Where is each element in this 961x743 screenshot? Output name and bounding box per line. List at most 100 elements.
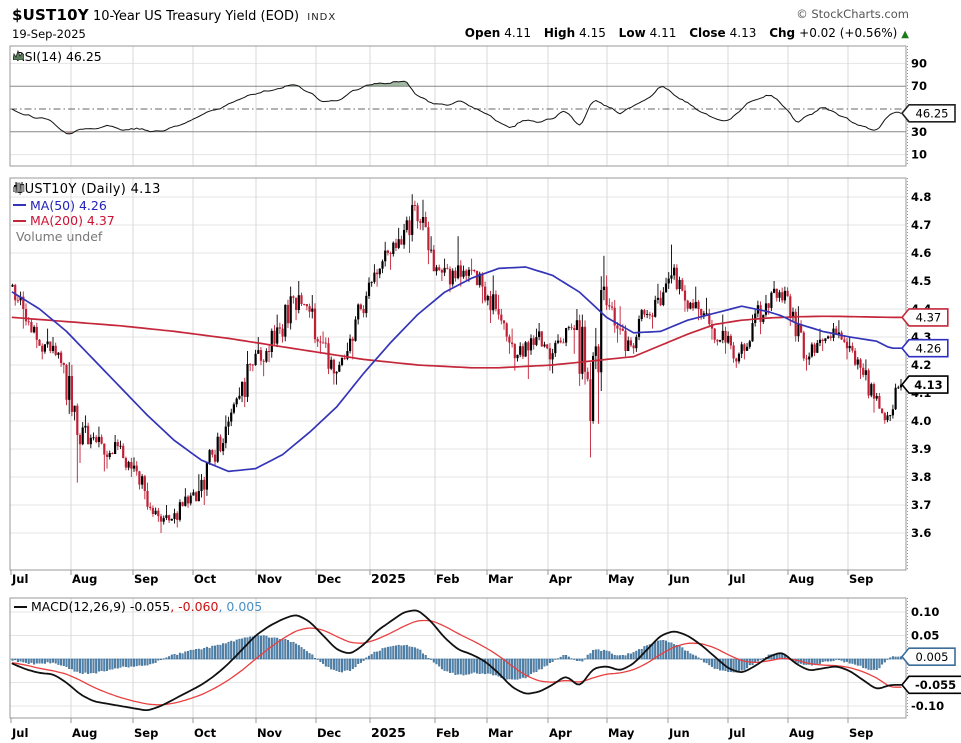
svg-text:4.13: 4.13 — [914, 378, 942, 392]
svg-text:Jul: Jul — [728, 726, 745, 740]
svg-text:Feb: Feb — [436, 726, 459, 740]
svg-text:4.7: 4.7 — [911, 218, 931, 232]
volume-legend-row: Volume undef — [13, 182, 161, 245]
high-value: 4.15 — [579, 26, 606, 40]
svg-text:Feb: Feb — [436, 572, 459, 586]
macd-line — [11, 609, 902, 711]
open-value: 4.11 — [504, 26, 531, 40]
ma50-line-swatch — [13, 204, 26, 206]
price-legend: $UST10Y (Daily) 4.13 MA(50) 4.26 MA(200)… — [13, 182, 161, 244]
copyright-label: © StockCharts.com — [796, 7, 909, 21]
svg-text:3.6: 3.6 — [911, 526, 931, 540]
ma200-legend-row: MA(200) 4.37 — [13, 213, 161, 229]
svg-text:-0.10: -0.10 — [911, 699, 944, 713]
macd-sep2: , — [218, 599, 227, 614]
svg-text:Dec: Dec — [317, 572, 341, 586]
svg-text:3.7: 3.7 — [911, 498, 931, 512]
svg-text:2025: 2025 — [371, 571, 406, 586]
macd-hist-value: 0.005 — [226, 599, 263, 614]
svg-text:May: May — [608, 726, 635, 740]
chg-value: +0.02 (+0.56%) — [799, 26, 898, 40]
svg-text:4.37: 4.37 — [916, 311, 942, 325]
ma200-line — [11, 315, 902, 369]
rsi-y-axis-labels: 90 70 30 10 — [911, 56, 927, 161]
rsi-line — [12, 80, 902, 135]
chg-label: Chg — [769, 26, 796, 40]
price-legend-symbol-row: $UST10Y (Daily) 4.13 — [13, 182, 161, 198]
high-label: High — [543, 26, 576, 40]
svg-text:Jun: Jun — [668, 726, 690, 740]
svg-text:70: 70 — [911, 79, 927, 93]
svg-text:Sep: Sep — [134, 572, 158, 586]
svg-text:Aug: Aug — [72, 726, 97, 740]
svg-text:Nov: Nov — [257, 572, 283, 586]
macd-signal-line — [11, 619, 902, 706]
low-label: Low — [618, 26, 646, 40]
close-label: Close — [689, 26, 726, 40]
svg-text:30: 30 — [911, 125, 927, 139]
svg-text:Jul: Jul — [11, 572, 28, 586]
svg-text:90: 90 — [911, 56, 927, 70]
svg-text:Aug: Aug — [72, 572, 97, 586]
svg-text:Mar: Mar — [488, 572, 513, 586]
price-y-axis-labels: 4.84.74.64.54.44.34.24.14.03.93.83.73.6 — [911, 190, 931, 540]
svg-text:3.8: 3.8 — [911, 470, 931, 484]
svg-text:-0.055: -0.055 — [915, 678, 956, 692]
rsi-callout: 46.25 — [900, 103, 956, 123]
svg-text:Sep: Sep — [134, 726, 158, 740]
svg-text:3.9: 3.9 — [911, 442, 931, 456]
ma50-line — [11, 266, 902, 473]
svg-text:Aug: Aug — [789, 726, 814, 740]
change-up-arrow-icon: ▲ — [901, 29, 909, 40]
svg-text:Aug: Aug — [789, 572, 814, 586]
svg-text:Apr: Apr — [549, 726, 572, 740]
svg-text:4.0: 4.0 — [911, 414, 931, 428]
macd-callouts: 0.005 -0.055 — [900, 647, 961, 695]
x-axis-labels-macd: Jul Aug Sep Oct Nov Dec 2025 Feb Mar Apr May Jun Jul… — [10, 718, 873, 740]
svg-text:4.26: 4.26 — [916, 341, 942, 355]
volume-legend-label: Volume undef — [16, 228, 103, 244]
rsi-panel-grid — [10, 46, 906, 166]
svg-text:May: May — [608, 572, 635, 586]
macd-signal-value: -0.060 — [178, 599, 219, 614]
x-axis-labels-main: Jul Aug Sep Oct Nov Dec 2025 Feb Mar Apr May Jun Jul… — [10, 570, 873, 586]
svg-text:46.25: 46.25 — [916, 106, 949, 120]
svg-text:0.005: 0.005 — [916, 650, 949, 664]
macd-sep1: , — [170, 599, 179, 614]
rsi-threshold-fills — [66, 81, 410, 134]
symbol-label: $UST10Y — [12, 6, 89, 24]
svg-text:0.05: 0.05 — [911, 629, 939, 643]
macd-line-swatch — [14, 605, 27, 608]
macd-legend-label: MACD(12,26,9) -0.055 — [31, 599, 171, 614]
svg-text:Sep: Sep — [849, 572, 873, 586]
svg-text:Oct: Oct — [194, 572, 217, 586]
ma50-legend-row: MA(50) 4.26 — [13, 198, 161, 214]
ma200-line-swatch — [13, 219, 26, 222]
chart-header: $UST10Y 10-Year US Treasury Yield (EOD) … — [12, 6, 336, 24]
svg-text:Nov: Nov — [257, 726, 283, 740]
chart-title: 10-Year US Treasury Yield (EOD) — [92, 9, 300, 24]
rsi-legend: RSI(14) 46.25 — [13, 49, 102, 64]
price-callouts: 4.37 4.26 4.13 — [900, 308, 949, 394]
svg-text:Oct: Oct — [194, 726, 217, 740]
svg-text:Jun: Jun — [668, 572, 690, 586]
rsi-legend-label: RSI(14) 46.25 — [16, 49, 102, 64]
price-panel-border — [9, 177, 908, 571]
macd-legend: MACD(12,26,9) -0.055, -0.060, 0.005 — [14, 599, 262, 614]
low-value: 4.11 — [649, 26, 677, 40]
price-legend-label: $UST10Y (Daily) 4.13 — [16, 182, 161, 197]
macd-panel-border — [9, 597, 908, 719]
svg-text:Jul: Jul — [728, 572, 745, 586]
macd-y-axis-labels: 0.10 0.05 -0.10 — [911, 605, 944, 713]
close-value: 4.13 — [729, 26, 757, 40]
exchange-label: INDX — [307, 12, 337, 23]
open-label: Open — [464, 26, 501, 40]
macd-histogram — [11, 635, 903, 680]
ma50-legend-label: MA(50) 4.26 — [30, 197, 107, 213]
svg-text:4.6: 4.6 — [911, 246, 931, 260]
candles — [11, 194, 903, 533]
svg-text:0.10: 0.10 — [911, 605, 939, 619]
svg-text:4.5: 4.5 — [911, 274, 931, 288]
ohlc-quote-row: Open 4.11 High 4.15 Low 4.11 Close 4.13 Chg +… — [465, 26, 909, 40]
